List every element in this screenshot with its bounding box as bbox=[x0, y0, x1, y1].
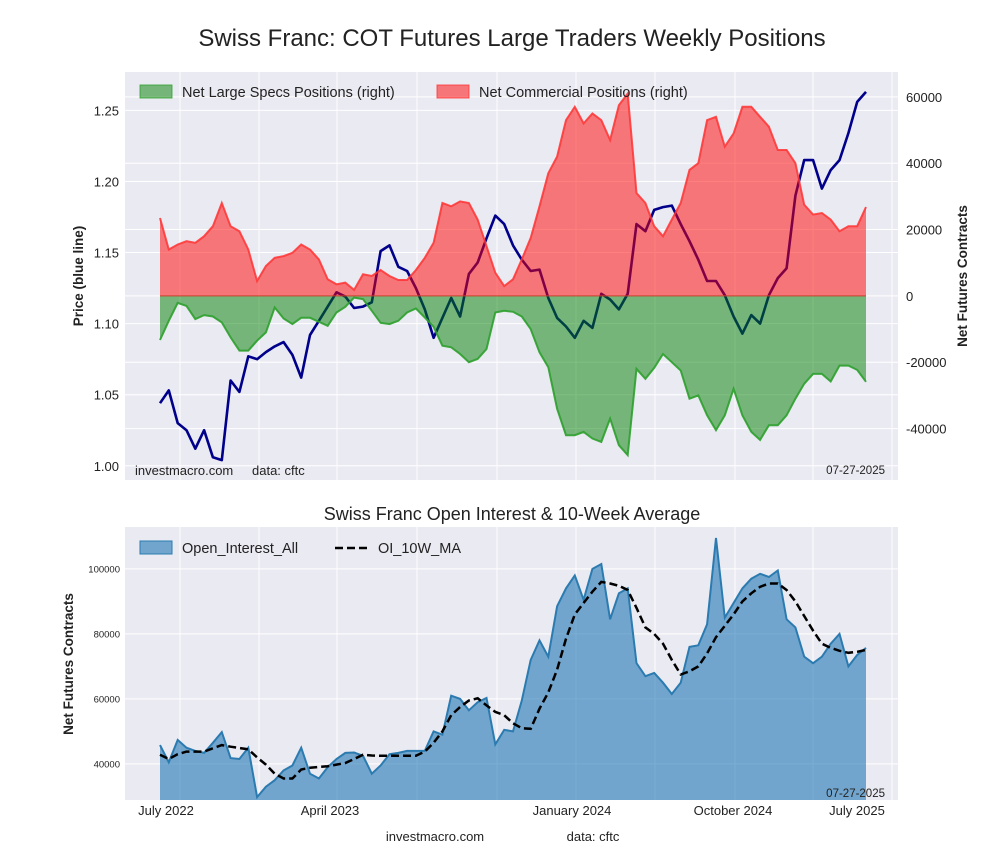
right-tick-label: 40000 bbox=[906, 156, 942, 171]
left-tick-label: 1.20 bbox=[94, 174, 119, 189]
left-axis-ticks: 1.00 1.05 1.10 1.15 1.20 1.25 bbox=[94, 103, 119, 473]
legend-label-ma: OI_10W_MA bbox=[378, 541, 461, 557]
open-interest-chart: 40000 60000 80000 100000 July 2022 April 20… bbox=[61, 527, 898, 818]
legend-swatch-oi bbox=[139, 540, 173, 555]
legend-swatch-specs bbox=[139, 84, 173, 99]
y-tick-label: 80000 bbox=[94, 629, 120, 640]
commercial-line bbox=[159, 90, 867, 292]
chart-title: Swiss Franc: COT Futures Large Traders W… bbox=[198, 25, 825, 52]
y-axis-ticks: 40000 60000 80000 100000 bbox=[88, 564, 120, 770]
x-axis-ticks: July 2022 April 2023 January 2024 Octobe… bbox=[138, 803, 885, 818]
left-tick-label: 1.25 bbox=[94, 103, 119, 118]
left-axis-label: Price (blue line) bbox=[71, 226, 86, 327]
positions-chart: 1.00 1.05 1.10 1.15 1.20 1.25 -40000 -20000 0 20… bbox=[71, 72, 970, 480]
y-axis-label: Net Futures Contracts bbox=[61, 593, 76, 735]
date-note: 07-27-2025 bbox=[826, 465, 885, 477]
right-tick-label: 60000 bbox=[906, 90, 942, 105]
y-tick-label: 60000 bbox=[94, 694, 120, 705]
footer-source: data: cftc bbox=[567, 829, 620, 844]
x-tick-label: July 2025 bbox=[829, 803, 885, 818]
x-tick-label: April 2023 bbox=[301, 803, 360, 818]
specs-line bbox=[159, 296, 867, 458]
right-axis-ticks: -40000 -20000 0 20000 40000 60000 bbox=[906, 90, 946, 437]
x-tick-label: October 2024 bbox=[694, 803, 773, 818]
y-tick-label: 100000 bbox=[88, 564, 120, 575]
y-tick-label: 40000 bbox=[94, 759, 120, 770]
legend-swatch-commercial bbox=[436, 84, 470, 99]
date-note: 07-27-2025 bbox=[826, 788, 885, 800]
watermark-source: data: cftc bbox=[252, 463, 305, 478]
open-interest-area bbox=[160, 538, 866, 800]
left-tick-label: 1.10 bbox=[94, 317, 119, 332]
series-marks bbox=[159, 537, 867, 800]
right-tick-label: 20000 bbox=[906, 223, 942, 238]
specs-area bbox=[160, 295, 866, 456]
open-interest-line bbox=[159, 537, 867, 800]
left-tick-label: 1.00 bbox=[94, 459, 119, 474]
left-tick-label: 1.05 bbox=[94, 388, 119, 403]
x-tick-label: January 2024 bbox=[533, 803, 612, 818]
right-axis-label: Net Futures Contracts bbox=[955, 205, 970, 347]
watermark-site: investmacro.com bbox=[135, 463, 233, 478]
oi-chart-title: Swiss Franc Open Interest & 10-Week Aver… bbox=[324, 504, 701, 524]
series-marks bbox=[158, 90, 867, 462]
legend-label-commercial: Net Commercial Positions (right) bbox=[479, 85, 688, 101]
legend-label-oi: Open_Interest_All bbox=[182, 541, 298, 557]
x-tick-label: July 2022 bbox=[138, 803, 194, 818]
footer-site: investmacro.com bbox=[386, 829, 484, 844]
right-tick-label: 0 bbox=[906, 289, 913, 304]
right-tick-label: -40000 bbox=[906, 422, 946, 437]
commercial-area bbox=[160, 93, 866, 296]
legend-label-specs: Net Large Specs Positions (right) bbox=[182, 85, 395, 101]
right-tick-label: -20000 bbox=[906, 355, 946, 370]
left-tick-label: 1.15 bbox=[94, 246, 119, 261]
